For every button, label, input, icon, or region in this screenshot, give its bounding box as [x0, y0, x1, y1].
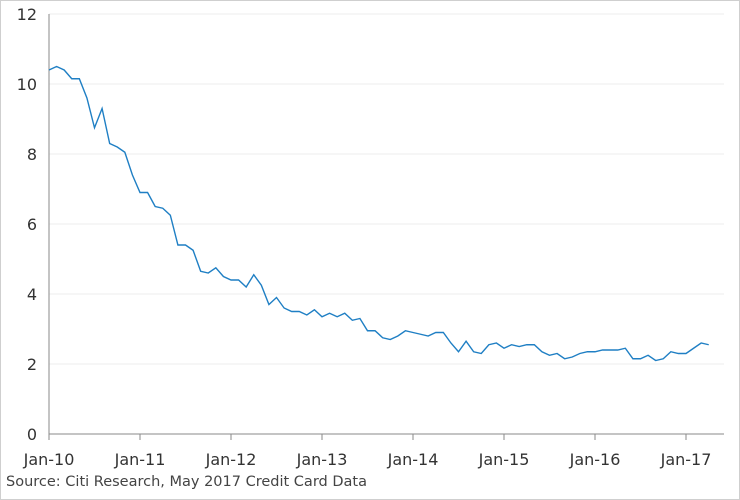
gridlines: [49, 13, 724, 365]
x-tick-label: Jan-11: [114, 450, 166, 469]
x-tick-label: Jan-15: [478, 450, 530, 469]
y-tick-label: 4: [27, 285, 37, 304]
y-tick-label: 12: [17, 5, 37, 24]
y-tick-label: 0: [27, 425, 37, 444]
x-tick-label: Jan-13: [296, 450, 348, 469]
x-tick-label: Jan-16: [569, 450, 621, 469]
axes: [48, 14, 724, 435]
series-line: [48, 65, 709, 362]
x-tick-label: Jan-14: [387, 450, 439, 469]
x-tick-label: Jan-10: [23, 450, 75, 469]
x-axis-ticks: Jan-10 Jan-11 Jan-12 Jan-13 Jan-14 Jan-15 Jan-…: [23, 434, 712, 469]
source-note: Source: Citi Research, May 2017 Credit C…: [6, 474, 367, 490]
y-tick-label: 2: [27, 355, 37, 374]
y-tick-label: 8: [27, 145, 37, 164]
y-tick-label: 10: [17, 75, 37, 94]
x-tick-label: Jan-17: [660, 450, 712, 469]
y-tick-label: 6: [27, 215, 37, 234]
x-tick-label: Jan-12: [205, 450, 257, 469]
y-axis-ticks: 0 2 4 6 8 10 12: [17, 5, 37, 444]
